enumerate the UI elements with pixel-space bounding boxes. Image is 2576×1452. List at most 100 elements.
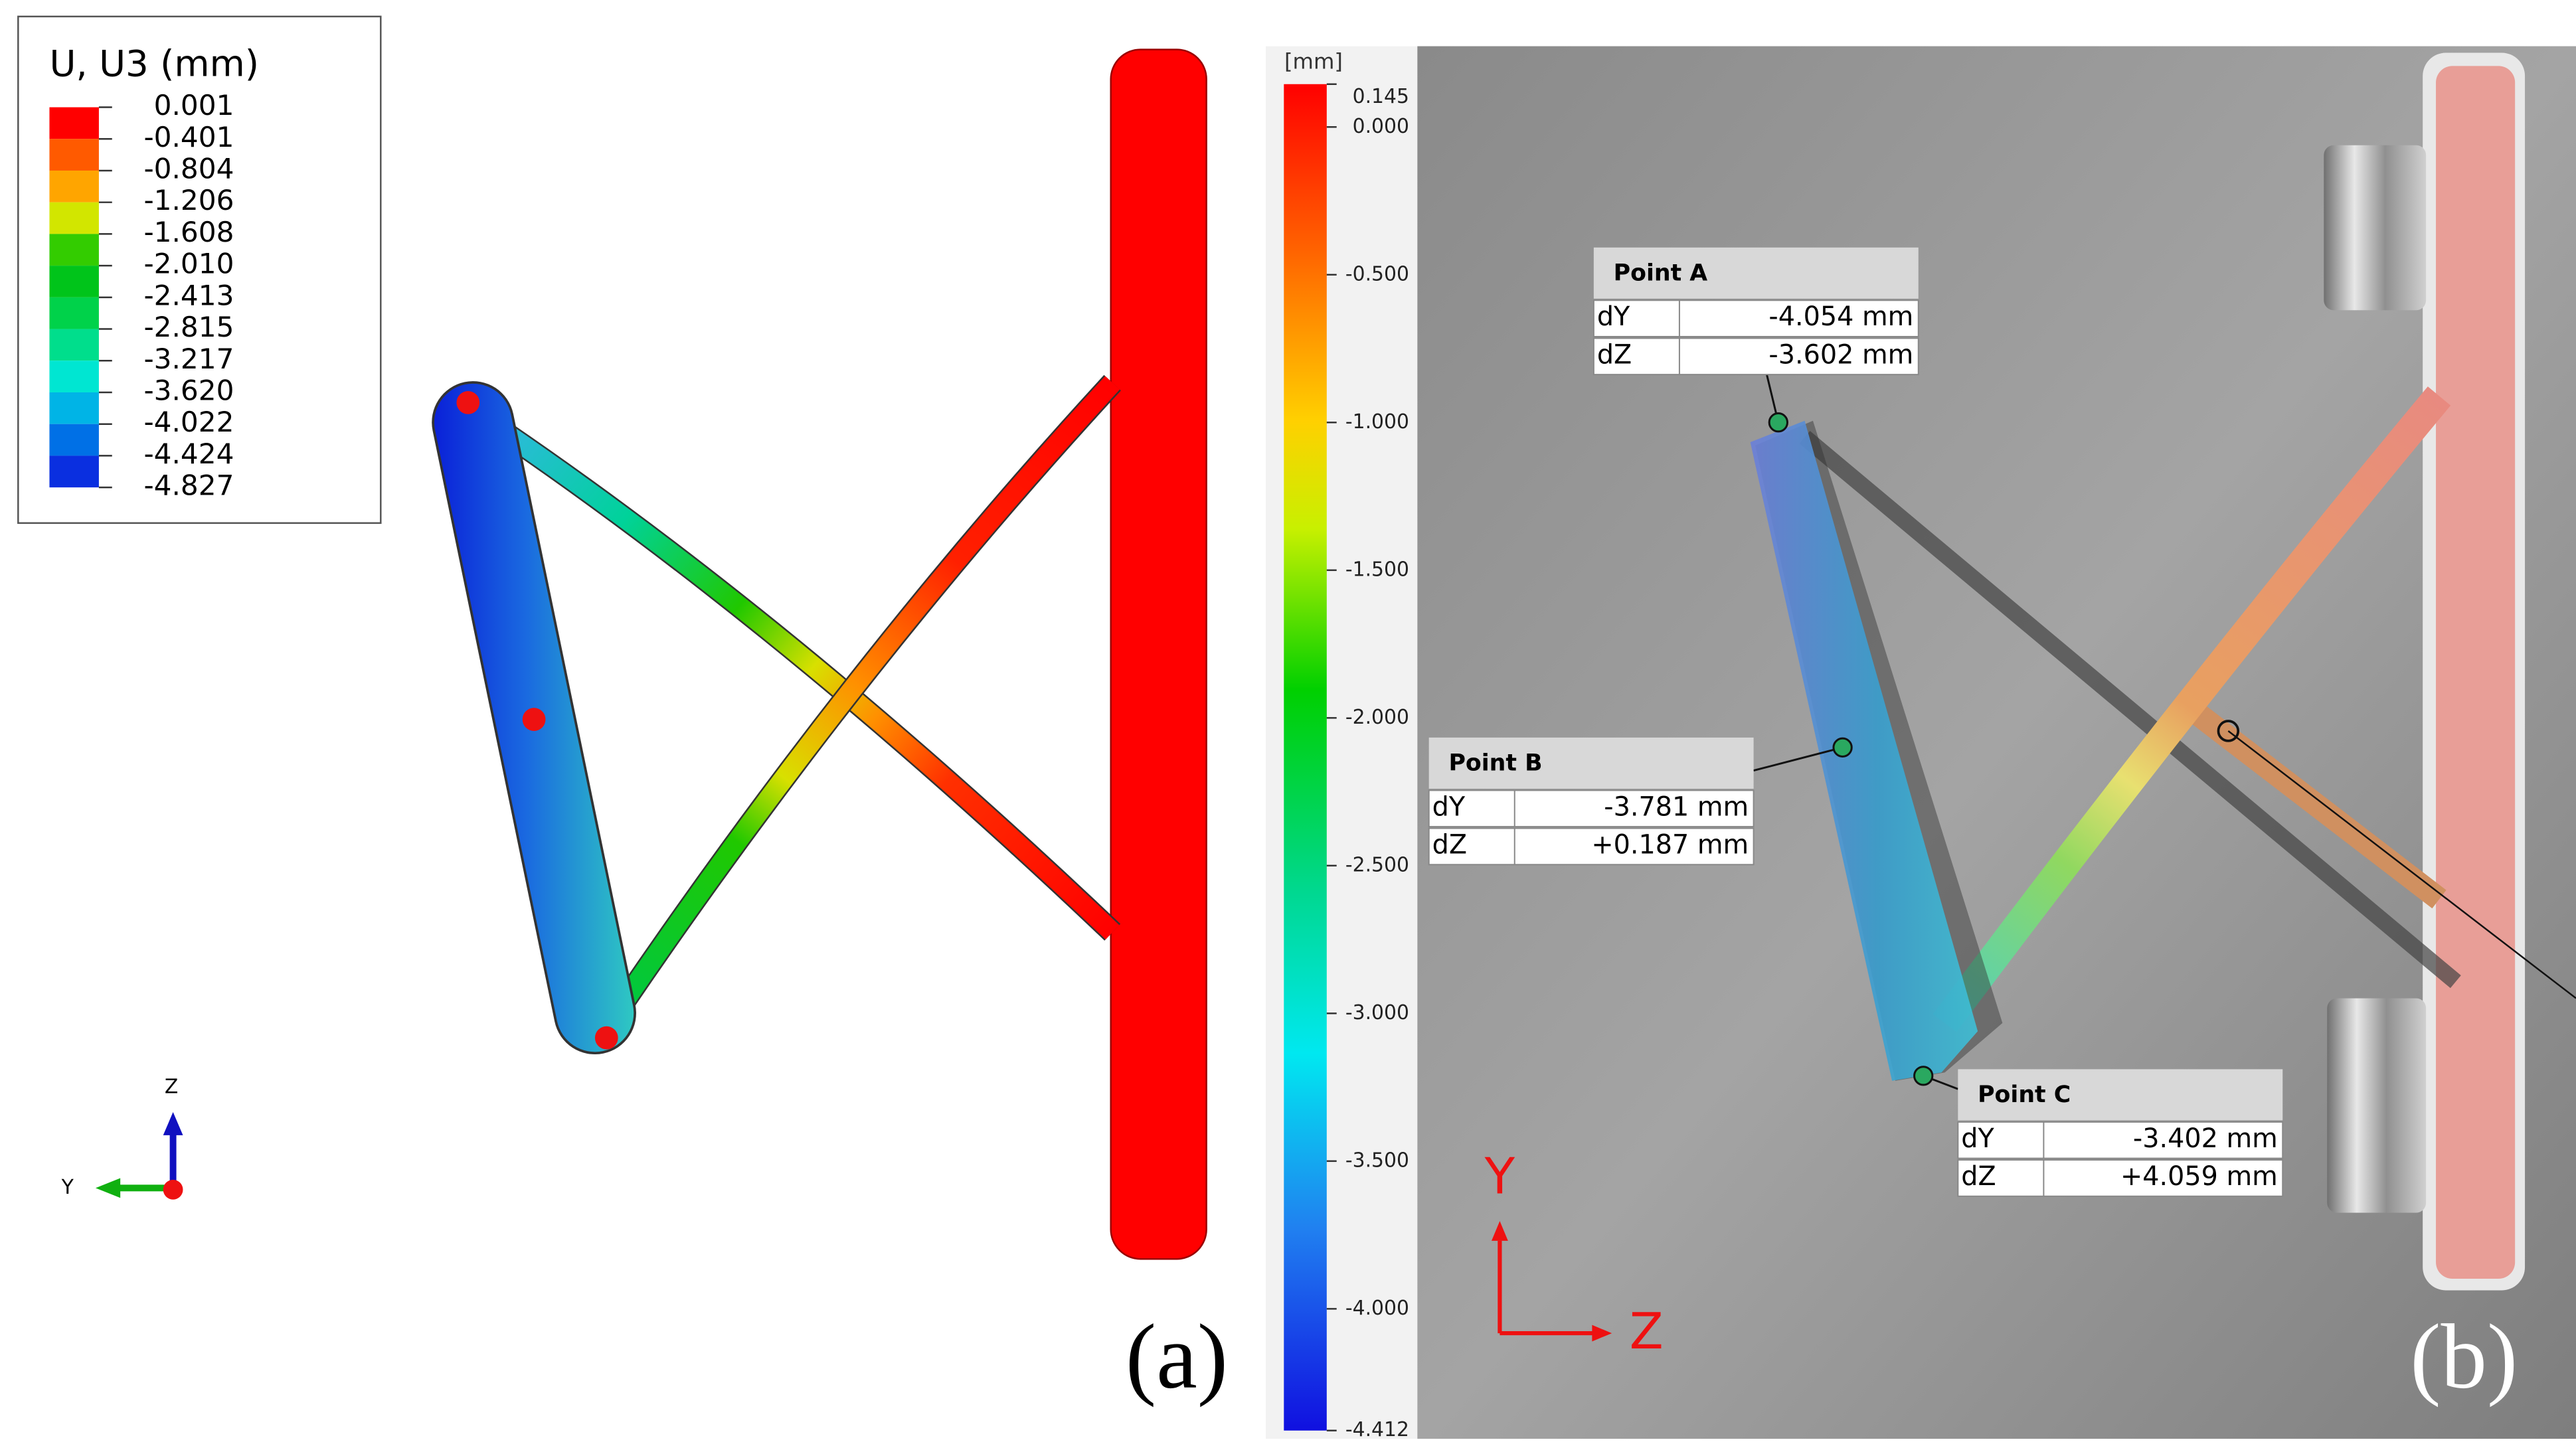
legend-swatch xyxy=(49,297,99,329)
legend-label: -1.608 xyxy=(143,216,234,248)
point-row xyxy=(1957,1121,2284,1159)
point-name: Point A xyxy=(1614,260,1708,287)
colorbar-unit: [mm] xyxy=(1284,48,1343,74)
colorbar-tick-label: -4.000 xyxy=(1345,1297,1409,1320)
point-row-value: -3.602 mm xyxy=(1768,339,1913,370)
legend-swatch xyxy=(49,392,99,424)
fixed-bar xyxy=(1110,48,1207,1260)
point-row xyxy=(1592,337,1919,376)
point-header xyxy=(1958,1069,2283,1121)
colorbar-ticks: 0.145 0.000 -0.500 -1.000 -1.500 -2.000 -2.500… xyxy=(1326,83,1409,1441)
point-marker xyxy=(1913,1066,1934,1086)
point-row xyxy=(1592,299,1919,337)
legend-swatch xyxy=(49,329,99,361)
axis-label: Y xyxy=(61,1176,74,1199)
strut xyxy=(614,376,1120,1009)
point-row-value: -3.402 mm xyxy=(2133,1123,2278,1154)
axis-label: Z xyxy=(1630,1303,1664,1360)
rotating-bar xyxy=(1750,420,1978,1081)
legend-label: -1.206 xyxy=(143,184,234,216)
legend-swatch xyxy=(49,266,99,297)
colorbar-tick-label: -1.500 xyxy=(1345,558,1409,581)
point-tables: Point A dY -4.054 mm dZ -3.602 mm Point B dY -3… xyxy=(1428,247,2284,1197)
axis-origin xyxy=(163,1179,183,1200)
leader-line xyxy=(1753,746,1843,772)
point-header xyxy=(1593,247,1919,299)
point-row-label: dY xyxy=(1597,301,1630,332)
legend: 0.001-0.401-0.804-1.206-1.608-2.010-2.41… xyxy=(49,89,234,502)
axis-triad: Y Z xyxy=(1484,1147,1664,1360)
legend-label: -3.620 xyxy=(143,374,234,406)
axis-label: Y xyxy=(1484,1147,1515,1205)
legend-swatch xyxy=(49,202,99,234)
legend-swatch xyxy=(49,424,99,456)
legend-label: -4.424 xyxy=(143,438,234,470)
point-row-label: dY xyxy=(1432,791,1466,822)
panel-b: [mm] 0.145 0.000 -0.500 -1.000 -1.500 -2.000 -… xyxy=(1265,46,2576,1441)
colorbar-tick-label: -3.500 xyxy=(1345,1149,1409,1172)
point-marker xyxy=(1832,737,1853,758)
legend-label: -4.022 xyxy=(143,406,234,438)
legend-label: -0.401 xyxy=(143,121,234,153)
point-row-value: +0.187 mm xyxy=(1591,829,1749,860)
magnet xyxy=(2327,998,2427,1213)
legend-swatch xyxy=(49,170,99,202)
legend-label: -2.413 xyxy=(143,279,234,311)
point-header xyxy=(1428,737,1754,789)
colorbar-tick-label: 0.000 xyxy=(1353,115,1409,138)
arrow-head xyxy=(1592,1325,1612,1342)
colorbar-tick-label: -0.500 xyxy=(1345,262,1409,285)
strut-shadow xyxy=(1799,431,2461,989)
legend-swatch xyxy=(49,107,99,139)
panel-label: (b) xyxy=(2410,1306,2518,1408)
point-row-label: dZ xyxy=(1961,1161,1996,1192)
strut xyxy=(2185,700,2447,909)
point-row-label: dY xyxy=(1961,1123,1994,1154)
colorbar-tick-label: 0.145 xyxy=(1353,85,1409,108)
point-row xyxy=(1428,827,1755,866)
colorbar-tick-label: -3.000 xyxy=(1345,1001,1409,1024)
strut xyxy=(1932,386,2451,1032)
point-row-value: -4.054 mm xyxy=(1768,301,1913,332)
point-row-label: dZ xyxy=(1432,829,1467,860)
point-marker xyxy=(1768,412,1788,433)
node-point xyxy=(522,708,546,731)
panel-a: U, U3 (mm) 0.001-0.401-0.804-1.206-1.608… xyxy=(17,15,1228,1408)
colorbar xyxy=(1284,84,1327,1431)
colorbar-tick-label: -4.412 xyxy=(1345,1418,1409,1441)
axis-triad: Z Y xyxy=(61,1075,183,1200)
legend-title: U, U3 (mm) xyxy=(49,42,259,85)
arrow-head xyxy=(163,1112,183,1135)
legend-label: -3.217 xyxy=(143,343,234,375)
legend-swatch xyxy=(49,361,99,392)
legend-label: -2.010 xyxy=(143,248,234,280)
point-name: Point B xyxy=(1448,750,1542,777)
point-row xyxy=(1428,789,1755,828)
arrow-head xyxy=(95,1178,121,1198)
legend-label: -2.815 xyxy=(143,311,234,343)
legend-label: 0.001 xyxy=(154,89,234,121)
magnet xyxy=(2324,145,2427,311)
marker xyxy=(2217,720,2240,742)
point-row-value: +4.059 mm xyxy=(2120,1161,2278,1192)
legend-swatch xyxy=(49,234,99,266)
legend-label: -0.804 xyxy=(143,152,234,185)
panel-label: (a) xyxy=(1126,1306,1228,1408)
colorbar-tick-label: -2.500 xyxy=(1345,853,1409,876)
point-name: Point C xyxy=(1978,1082,2071,1108)
axis-label: Z xyxy=(165,1075,178,1098)
legend-label: -4.827 xyxy=(143,469,234,502)
point-row-value: -3.781 mm xyxy=(1604,791,1749,822)
node-point xyxy=(456,390,480,414)
colorbar-tick-label: -1.000 xyxy=(1345,410,1409,434)
node-point xyxy=(594,1026,618,1050)
legend-swatch xyxy=(49,139,99,171)
arrow-head xyxy=(1491,1221,1508,1241)
point-row xyxy=(1957,1159,2284,1197)
leader-line xyxy=(2227,730,2576,999)
strut xyxy=(489,417,1120,939)
point-row-label: dZ xyxy=(1597,339,1632,370)
legend-swatch xyxy=(49,455,99,488)
